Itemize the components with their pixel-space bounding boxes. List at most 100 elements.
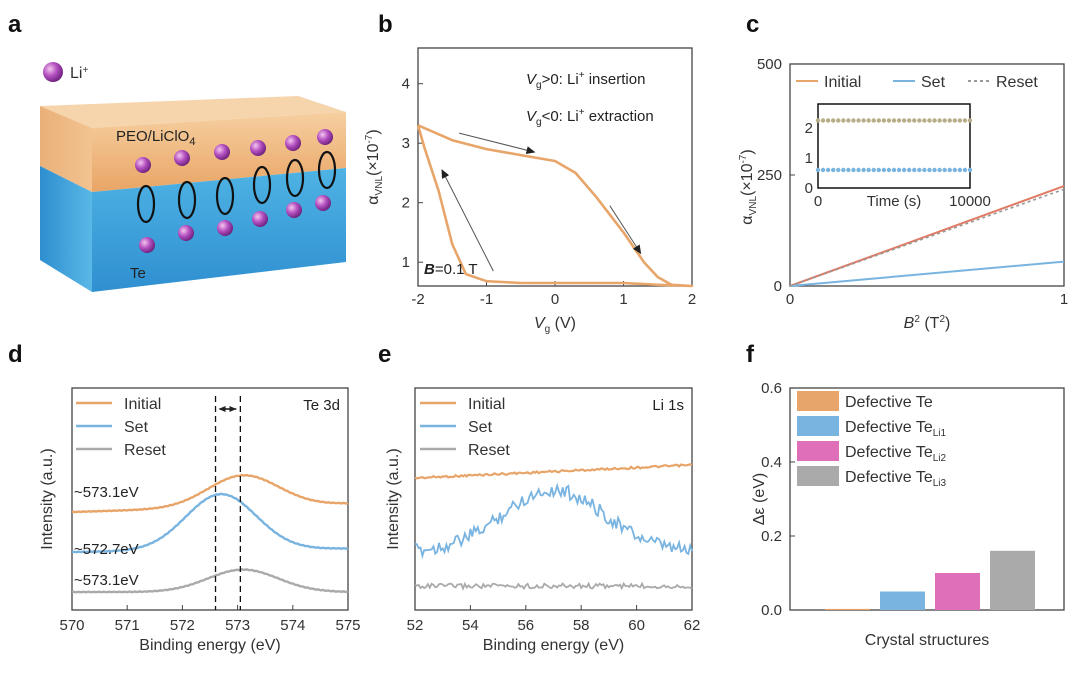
c-inset-point-high bbox=[932, 118, 937, 123]
li-ion-8 bbox=[252, 211, 268, 227]
b-ytick-label: 2 bbox=[402, 195, 410, 212]
c-inset-point-high bbox=[820, 118, 826, 123]
e-xtick-label: 58 bbox=[573, 617, 590, 634]
c-inset-point-high bbox=[917, 118, 922, 123]
c-inset-point-low bbox=[836, 167, 841, 173]
e-title: Li 1s bbox=[652, 397, 684, 414]
c-inset-point-low bbox=[886, 167, 892, 173]
ion-loop-1 bbox=[177, 180, 197, 220]
panel-label-d: d bbox=[8, 341, 23, 368]
c-inset-point-high bbox=[937, 118, 942, 123]
b-field-annotation: B=0.1 T bbox=[424, 261, 478, 278]
c-inset-point-low bbox=[942, 167, 947, 173]
c-inset-point-low bbox=[932, 167, 937, 173]
b-xtick-label: 0 bbox=[551, 291, 559, 308]
c-legend-label-0: Initial bbox=[824, 74, 861, 91]
c-inset-point-low bbox=[891, 167, 897, 173]
d-xtick-label: 575 bbox=[335, 617, 360, 634]
f-legend-label-3: Defective TeLi3 bbox=[845, 469, 947, 489]
b-arrow-0 bbox=[458, 132, 536, 155]
c-legend-label-1: Set bbox=[921, 74, 946, 91]
c-inset-point-low bbox=[841, 167, 846, 173]
c-ytick-label: 0 bbox=[774, 278, 782, 295]
b-arrow-1 bbox=[609, 205, 642, 255]
b-annotation-extraction: Vg<0: Li+ extraction bbox=[526, 107, 654, 128]
c-inset-point-high bbox=[962, 118, 968, 123]
d-peak-label-2: ~573.1eV bbox=[74, 572, 139, 589]
side-face-bottom bbox=[40, 166, 92, 292]
c-series-reset bbox=[789, 188, 1065, 287]
d-series-set bbox=[71, 492, 349, 554]
c-inset-point-high bbox=[825, 118, 831, 123]
c-inset-point-high bbox=[967, 118, 973, 123]
f-legend-label-2: Defective TeLi2 bbox=[845, 444, 947, 464]
b-ytick-label: 3 bbox=[402, 135, 410, 152]
f-ytick-label: 0.4 bbox=[761, 454, 782, 471]
panel-label-f: f bbox=[746, 341, 755, 368]
f-ytick-label: 0.6 bbox=[761, 380, 782, 397]
c-inset-x-axis-label: Time (s) bbox=[867, 193, 921, 210]
d-xtick-label: 574 bbox=[280, 617, 305, 634]
legend-ion bbox=[43, 62, 63, 82]
e-series-set bbox=[414, 482, 693, 560]
d-legend-label-1: Set bbox=[124, 419, 149, 436]
d-series-initial bbox=[71, 473, 349, 514]
c-inset-point-high bbox=[912, 118, 917, 123]
f-bar-2 bbox=[935, 573, 980, 610]
c-ytick-label: 250 bbox=[757, 167, 782, 184]
li-ion-10 bbox=[315, 195, 331, 211]
layer-bottom-label: Te bbox=[130, 265, 146, 282]
c-legend-label-2: Reset bbox=[996, 74, 1038, 91]
c-inset-point-high bbox=[831, 118, 836, 123]
d-xtick-label: 570 bbox=[59, 617, 84, 634]
b-ytick-label: 4 bbox=[402, 76, 410, 93]
e-y-axis-label: Intensity (a.u.) bbox=[385, 448, 402, 549]
li-ion-9 bbox=[286, 202, 302, 218]
e-xtick-label: 54 bbox=[462, 617, 479, 634]
c-inset-point-high bbox=[886, 118, 892, 123]
c-inset-point-low bbox=[917, 167, 922, 173]
d-xtick-label: 573 bbox=[225, 617, 250, 634]
c-inset-xtick-label: 0 bbox=[814, 193, 822, 210]
c-inset-point-high bbox=[871, 118, 876, 123]
c-inset-point-high bbox=[901, 118, 907, 123]
li-ion-1 bbox=[174, 150, 190, 166]
ion-loop-2 bbox=[215, 176, 235, 216]
c-inset-point-low bbox=[912, 167, 917, 173]
panel-label-e: e bbox=[378, 341, 391, 368]
c-inset-point-low bbox=[896, 167, 902, 173]
b-x-axis-label: Vg (V) bbox=[534, 315, 576, 335]
li-ion-7 bbox=[217, 220, 233, 236]
li-ion-2 bbox=[214, 144, 230, 160]
c-inset-point-low bbox=[825, 167, 831, 173]
c-inset-point-high bbox=[907, 118, 912, 123]
li-ion-4 bbox=[285, 135, 301, 151]
c-inset-frame bbox=[817, 103, 971, 189]
b-xtick-label: -2 bbox=[411, 291, 424, 308]
c-inset-ytick-label: 0 bbox=[805, 180, 813, 197]
li-ion-3 bbox=[250, 140, 266, 156]
f-legend-swatch-1 bbox=[797, 416, 839, 436]
e-plot-frame bbox=[414, 387, 693, 611]
c-inset-point-low bbox=[927, 167, 932, 173]
y-axis-label: αVNL(×10-7) bbox=[364, 129, 385, 204]
e-legend-label-0: Initial bbox=[468, 396, 505, 413]
li-ion-6 bbox=[178, 225, 194, 241]
c-inset-point-low bbox=[937, 167, 942, 173]
c-inset-point-low bbox=[962, 167, 968, 173]
c-inset-point-low bbox=[820, 167, 826, 173]
c-inset-point-low bbox=[871, 167, 876, 173]
c-xtick-label: 0 bbox=[786, 291, 794, 308]
e-x-axis-label: Binding energy (eV) bbox=[483, 637, 624, 654]
c-inset-point-low bbox=[907, 167, 912, 173]
d-legend-label-2: Reset bbox=[124, 442, 166, 459]
c-ytick-label: 500 bbox=[757, 56, 782, 73]
e-legend-label-2: Reset bbox=[468, 442, 510, 459]
li-ion-0 bbox=[135, 157, 151, 173]
f-legend-swatch-0 bbox=[797, 391, 839, 411]
panel-label-b: b bbox=[378, 11, 393, 38]
c-inset-ytick-label: 2 bbox=[805, 120, 813, 137]
c-inset-point-low bbox=[866, 167, 871, 173]
ion-loop-4 bbox=[285, 158, 305, 198]
